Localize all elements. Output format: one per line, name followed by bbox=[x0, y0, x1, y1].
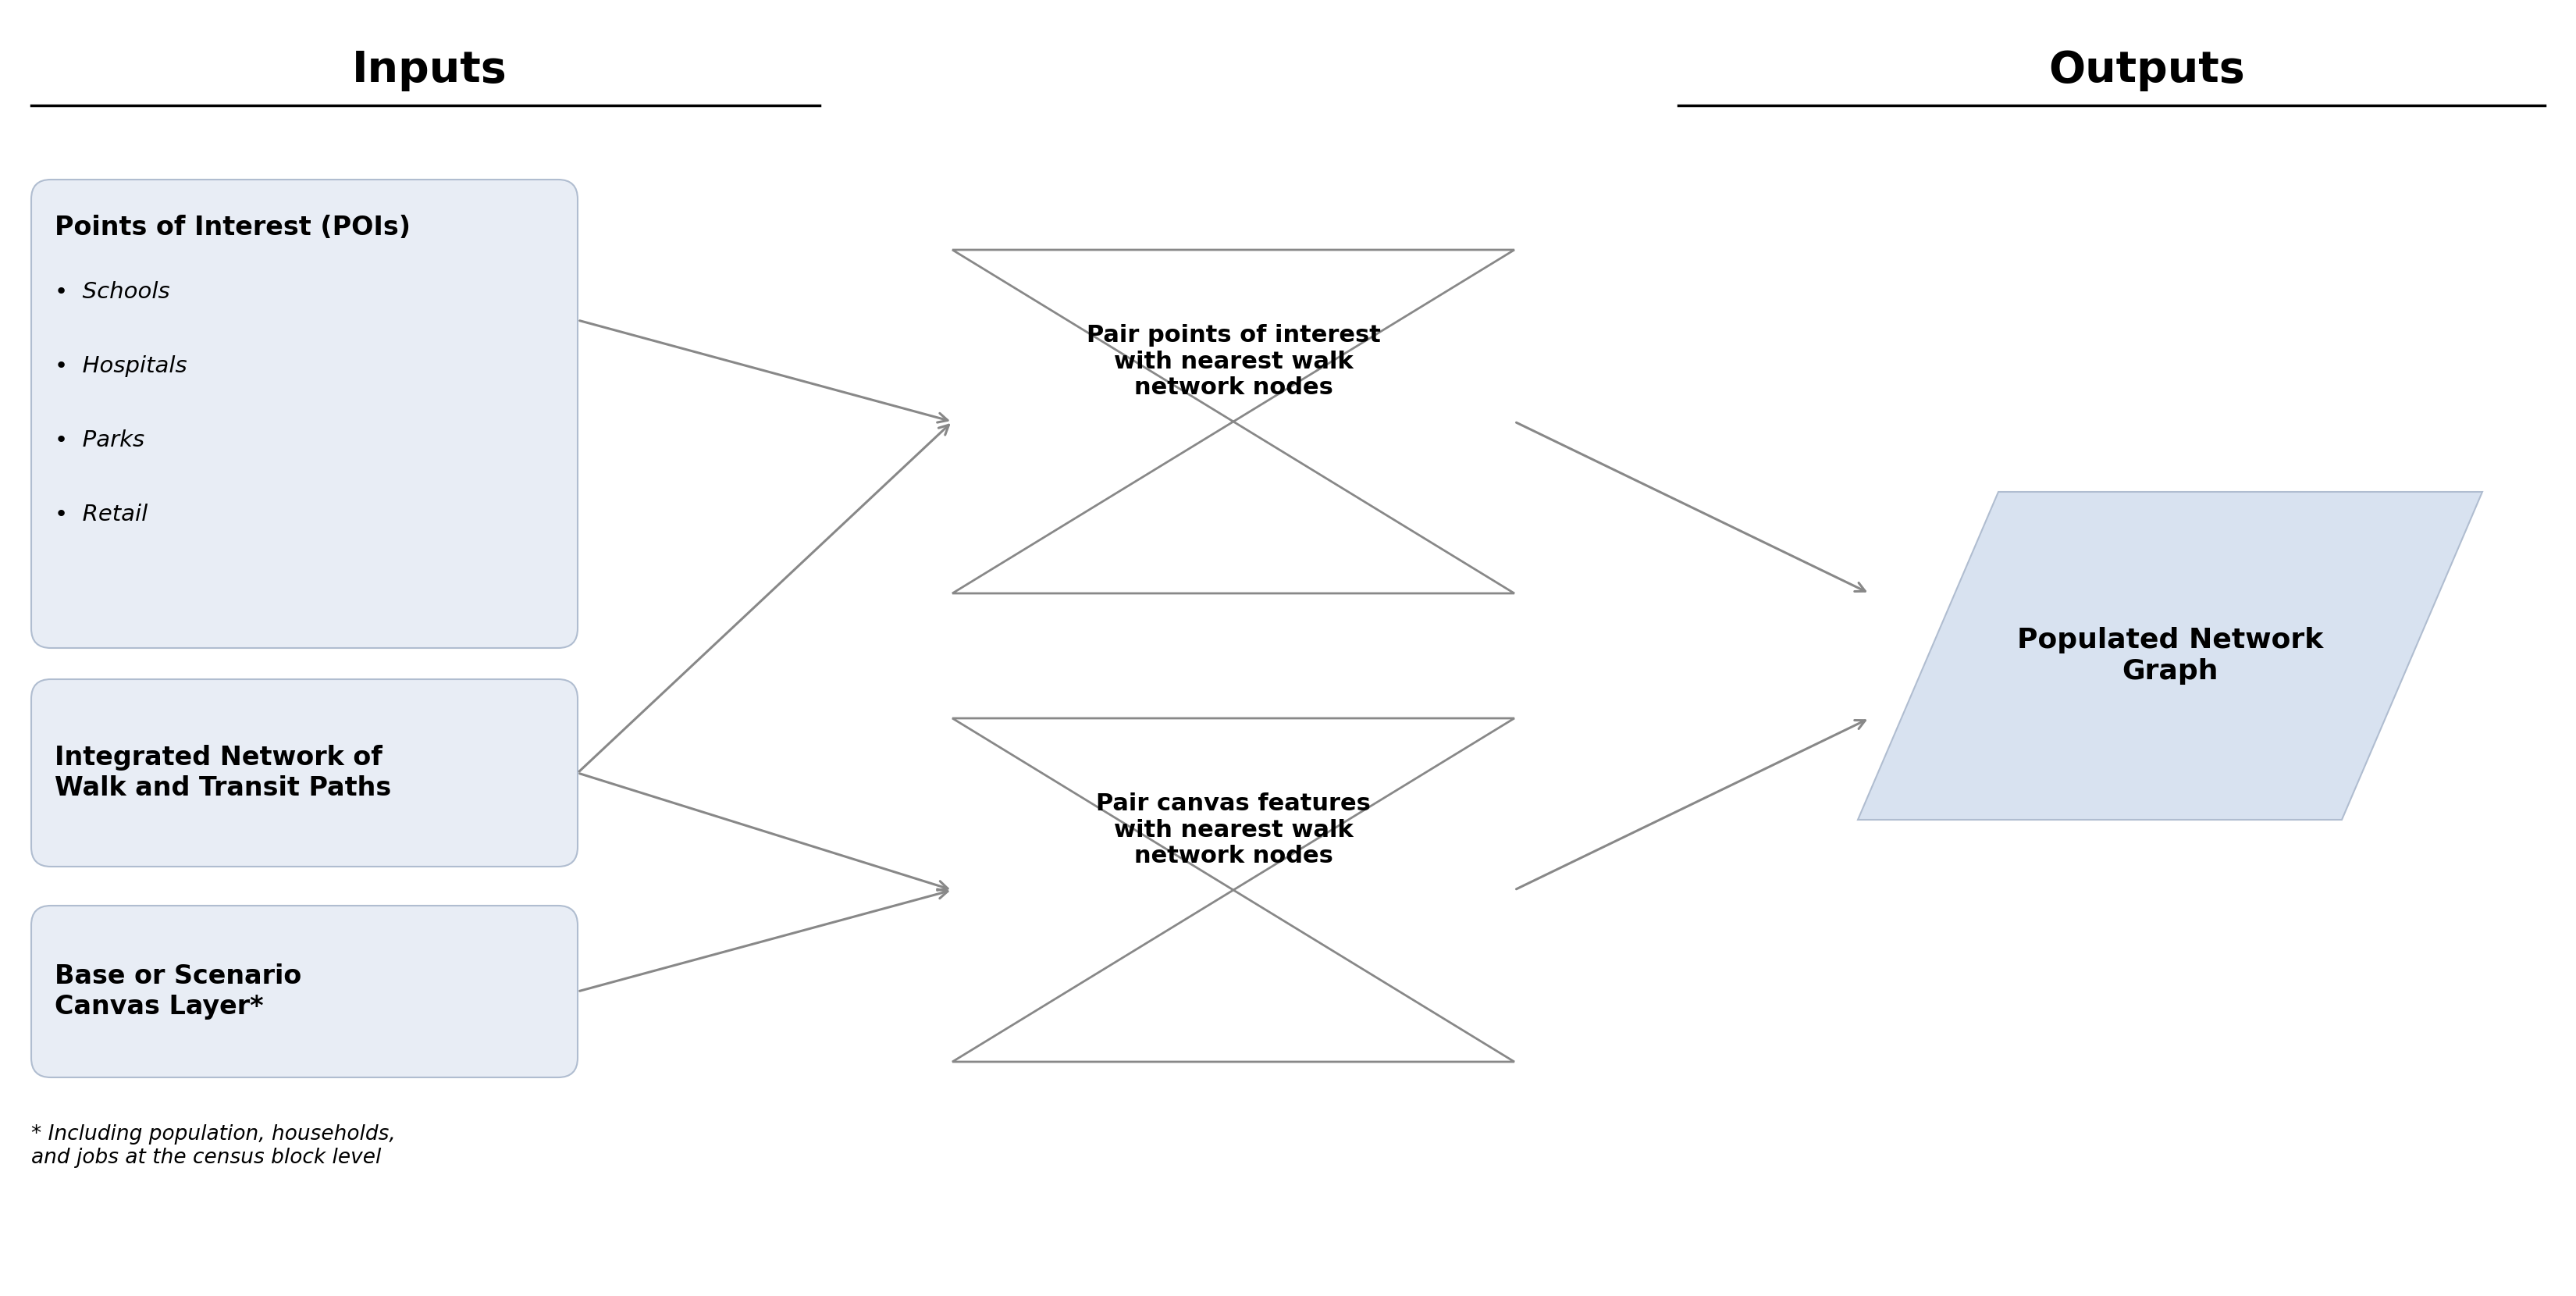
Text: •  Hospitals: • Hospitals bbox=[54, 355, 188, 377]
FancyBboxPatch shape bbox=[31, 906, 577, 1077]
Text: Points of Interest (POIs): Points of Interest (POIs) bbox=[54, 215, 410, 241]
Text: •  Schools: • Schools bbox=[54, 281, 170, 303]
Text: Outputs: Outputs bbox=[2048, 49, 2244, 91]
Text: Pair points of interest
with nearest walk
network nodes: Pair points of interest with nearest wal… bbox=[1087, 324, 1381, 399]
FancyBboxPatch shape bbox=[31, 679, 577, 867]
Text: Inputs: Inputs bbox=[353, 49, 507, 91]
Polygon shape bbox=[953, 718, 1515, 890]
Text: Pair canvas features
with nearest walk
network nodes: Pair canvas features with nearest walk n… bbox=[1095, 792, 1370, 867]
FancyBboxPatch shape bbox=[31, 180, 577, 648]
Polygon shape bbox=[953, 250, 1515, 421]
Polygon shape bbox=[953, 421, 1515, 594]
Text: Integrated Network of
Walk and Transit Paths: Integrated Network of Walk and Transit P… bbox=[54, 745, 392, 801]
Text: Populated Network
Graph: Populated Network Graph bbox=[2017, 627, 2324, 684]
Polygon shape bbox=[953, 890, 1515, 1061]
Text: Base or Scenario
Canvas Layer*: Base or Scenario Canvas Layer* bbox=[54, 964, 301, 1020]
Text: •  Retail: • Retail bbox=[54, 504, 147, 525]
Text: * Including population, households,
and jobs at the census block level: * Including population, households, and … bbox=[31, 1124, 397, 1168]
Text: •  Parks: • Parks bbox=[54, 429, 144, 451]
Polygon shape bbox=[1857, 492, 2483, 820]
